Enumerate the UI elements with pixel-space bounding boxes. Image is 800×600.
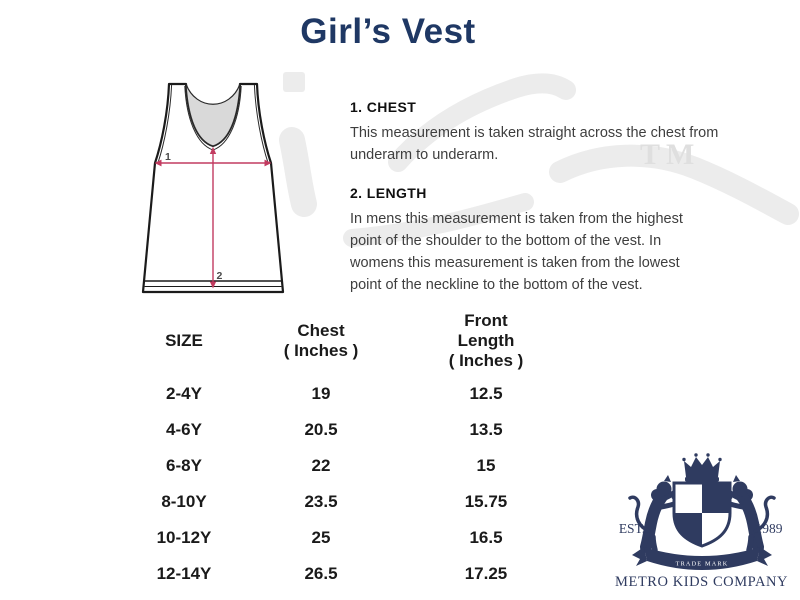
logo-year-text: 1989 xyxy=(756,521,783,536)
vest-back-panel xyxy=(185,83,241,147)
metro-kids-logo: EST. 1989 TRADE MARK METRO KIDS COMPANY xyxy=(615,453,789,590)
lion-icon xyxy=(725,475,774,550)
length-instruction: 2. LENGTH In mens this measurement is ta… xyxy=(350,185,750,296)
page-title: Girl’s Vest xyxy=(300,12,476,51)
size-cell: 6-8Y xyxy=(166,456,202,475)
shield-icon xyxy=(672,481,732,548)
chest-instruction-heading: 1. CHEST xyxy=(350,99,417,115)
column-header-size: SIZE xyxy=(165,330,203,350)
lion-icon xyxy=(628,475,679,553)
logo-trademark-text: TRADE MARK xyxy=(676,561,729,568)
chest-cell: 22 xyxy=(311,456,331,475)
size-table: SIZE Chest ( Inches ) Front Length ( Inc… xyxy=(128,306,570,592)
front-length-cell: 12.5 xyxy=(469,384,503,403)
chest-instruction-body: This measurement is taken straight acros… xyxy=(350,125,719,164)
length-instruction-heading: 2. LENGTH xyxy=(350,185,427,202)
size-cell: 2-4Y xyxy=(166,384,202,403)
front-length-cell: 13.5 xyxy=(469,420,503,439)
size-cell: 4-6Y xyxy=(166,420,202,439)
crown-icon xyxy=(682,453,722,482)
size-cell: 10-12Y xyxy=(156,528,212,547)
length-marker-label: 2 xyxy=(217,270,223,282)
chest-cell: 19 xyxy=(311,384,331,403)
ribbon-banner xyxy=(632,547,772,570)
front-length-cell: 15.75 xyxy=(464,492,508,511)
chest-marker-label: 1 xyxy=(165,151,171,163)
chest-cell: 26.5 xyxy=(304,564,338,583)
watermark-swoosh xyxy=(388,73,576,172)
logo-company-name: METRO KIDS COMPANY xyxy=(615,574,789,590)
trademark-symbol-watermark: TM xyxy=(640,138,700,171)
watermark-blob xyxy=(283,72,305,92)
measurement-instructions: 1. CHEST This measurement is taken strai… xyxy=(350,99,750,315)
chest-instruction: 1. CHEST This measurement is taken strai… xyxy=(350,99,750,166)
front-length-cell: 17.25 xyxy=(464,564,508,583)
size-cell: 12-14Y xyxy=(156,564,212,583)
vest-diagram: 1 2 xyxy=(141,82,285,294)
size-cell: 8-10Y xyxy=(161,492,207,511)
watermark-swoosh xyxy=(343,193,534,247)
column-header-front-length: Front Length ( Inches ) xyxy=(448,310,524,371)
watermark-swoosh xyxy=(549,144,799,225)
logo-est-text: EST. xyxy=(619,521,645,536)
watermark-stroke xyxy=(279,127,317,217)
armhole-trim-right xyxy=(253,84,269,165)
armhole-trim-left xyxy=(157,84,173,165)
chest-cell: 23.5 xyxy=(304,492,338,511)
chest-cell: 25 xyxy=(311,528,331,547)
column-header-chest: Chest ( Inches ) xyxy=(283,320,359,360)
chest-cell: 20.5 xyxy=(304,420,338,439)
length-measure-arrow xyxy=(209,146,217,289)
front-length-cell: 16.5 xyxy=(469,528,503,547)
front-length-cell: 15 xyxy=(476,456,496,475)
length-instruction-body: In mens this measurement is taken from t… xyxy=(350,211,683,294)
